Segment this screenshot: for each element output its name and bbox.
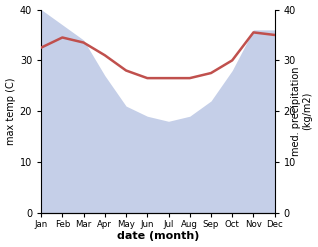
X-axis label: date (month): date (month) xyxy=(117,231,199,242)
Y-axis label: med. precipitation
(kg/m2): med. precipitation (kg/m2) xyxy=(291,66,313,156)
Y-axis label: max temp (C): max temp (C) xyxy=(5,77,16,145)
